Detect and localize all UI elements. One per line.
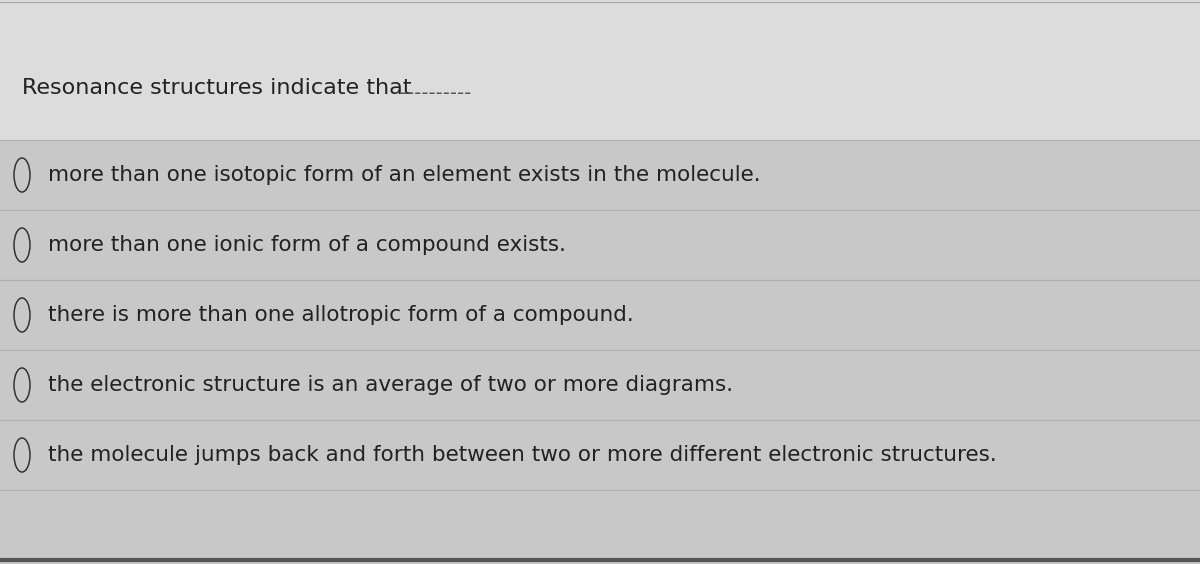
Text: there is more than one allotropic form of a compound.: there is more than one allotropic form o… — [48, 305, 634, 325]
Text: Resonance structures indicate that: Resonance structures indicate that — [22, 78, 412, 98]
FancyBboxPatch shape — [0, 0, 1200, 140]
Text: the molecule jumps back and forth between two or more different electronic struc: the molecule jumps back and forth betwee… — [48, 445, 997, 465]
Text: the electronic structure is an average of two or more diagrams.: the electronic structure is an average o… — [48, 375, 733, 395]
Text: ----------: ---------- — [400, 85, 472, 104]
Text: more than one ionic form of a compound exists.: more than one ionic form of a compound e… — [48, 235, 566, 255]
Text: more than one isotopic form of an element exists in the molecule.: more than one isotopic form of an elemen… — [48, 165, 761, 185]
